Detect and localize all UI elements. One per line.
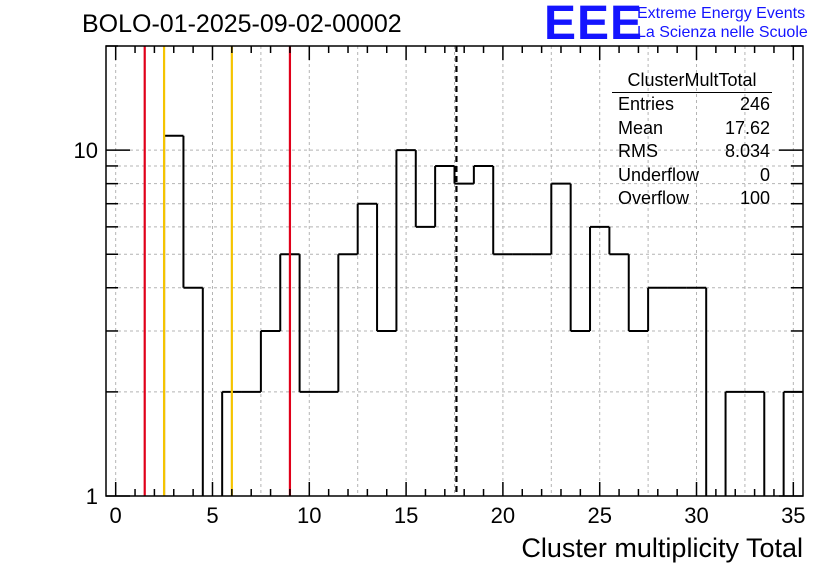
stats-label: Mean xyxy=(618,117,664,138)
stats-value: 8.034 xyxy=(724,141,770,161)
logo-line-2: La Scienza nelle Scuole xyxy=(637,24,808,41)
x-tick-label: 5 xyxy=(206,503,218,528)
x-tick-label: 25 xyxy=(587,503,611,528)
x-tick-label: 30 xyxy=(684,503,708,528)
stats-histogram-name: ClusterMultTotal xyxy=(612,70,772,93)
stats-row-entries: Entries 246 xyxy=(608,93,776,117)
x-tick-label: 20 xyxy=(491,503,515,528)
stats-box: ClusterMultTotal Entries 246 Mean 17.62 … xyxy=(608,70,776,211)
x-tick-label: 15 xyxy=(394,503,418,528)
stats-row-overflow: Overflow 100 xyxy=(608,187,776,211)
logo-letters: EEE xyxy=(544,0,644,50)
y-tick-label: 10 xyxy=(74,138,98,163)
stats-row-rms: RMS 8.034 xyxy=(608,140,776,164)
stats-value: 100 xyxy=(739,188,770,208)
eee-logo: EEE Extreme Energy Events La Scienza nel… xyxy=(540,0,836,50)
stats-row-mean: Mean 17.62 xyxy=(608,117,776,141)
plot-frame xyxy=(105,45,804,497)
chart-title: BOLO-01-2025-09-02-00002 xyxy=(82,10,402,38)
x-tick-label: 0 xyxy=(110,503,122,528)
stats-label: Overflow xyxy=(618,188,690,208)
stats-row-underflow: Underflow 0 xyxy=(608,164,776,188)
y-tick-label: 1 xyxy=(86,484,98,509)
stats-label: Underflow xyxy=(618,164,700,185)
logo-line-1: Extreme Energy Events xyxy=(637,5,806,22)
stats-value: 246 xyxy=(739,94,770,114)
stats-value: 17.62 xyxy=(724,117,770,138)
stats-label: RMS xyxy=(618,141,658,161)
x-tick-label: 10 xyxy=(297,503,321,528)
stats-value: 0 xyxy=(759,164,770,185)
x-tick-label: 35 xyxy=(781,503,805,528)
stats-label: Entries xyxy=(618,94,675,114)
x-axis-title: Cluster multiplicity Total xyxy=(521,533,803,563)
